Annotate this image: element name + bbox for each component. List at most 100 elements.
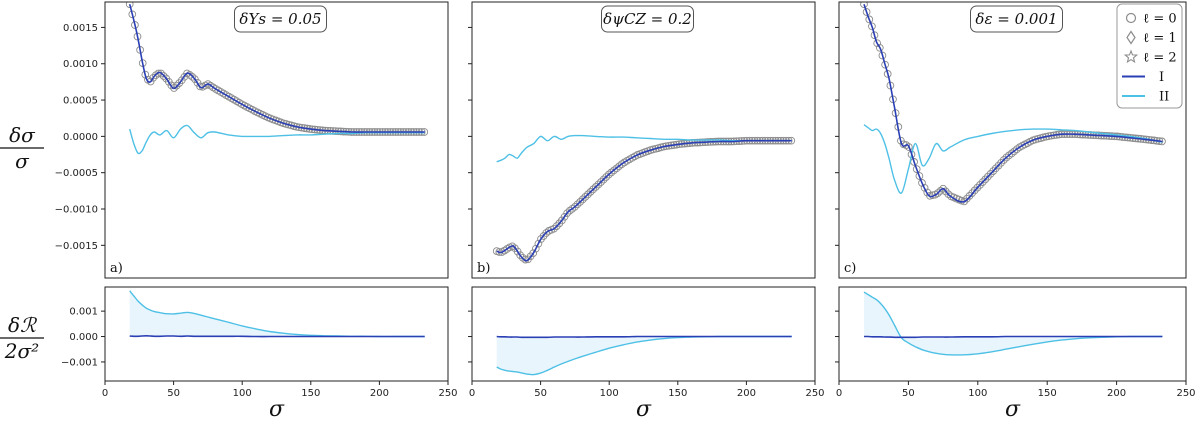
- y-label-bottom-denominator: 2σ²: [4, 339, 39, 363]
- top-plot-area: [105, 2, 448, 278]
- marker-l0-point: [1007, 149, 1016, 158]
- top-data-2: [860, 2, 1166, 206]
- marker-l0-point: [531, 244, 540, 253]
- marker-l0-point: [991, 164, 1000, 173]
- bottom-axes-0: 0.001 0.000 −0.001 0 50 100 150 200 250 σ: [61, 286, 458, 422]
- annotation-frame: [234, 5, 327, 33]
- marker-l0-point: [962, 194, 971, 203]
- marker-l0-point: [534, 239, 543, 248]
- marker-l0-point: [612, 164, 621, 173]
- bottom-data-1: [496, 335, 792, 376]
- residual-fill: [496, 336, 792, 375]
- marker-l0-point: [939, 184, 947, 193]
- marker-l0-point: [973, 183, 982, 192]
- legend-entry: II: [1122, 90, 1169, 105]
- x-tick-label: 0: [102, 388, 108, 399]
- x-tick-label: 50: [902, 388, 915, 399]
- legend-label: ℓ = 2: [1143, 51, 1177, 66]
- marker-l0-point: [125, 2, 134, 9]
- legend-label: ℓ = 1: [1143, 31, 1177, 46]
- curve-II: [129, 124, 425, 155]
- legend-label: II: [1159, 90, 1169, 105]
- legend-label: ℓ = 0: [1143, 12, 1177, 27]
- marker-l0-point: [604, 170, 613, 179]
- y-label-top: δσσ: [0, 123, 44, 173]
- marker-l0-point: [912, 165, 921, 173]
- marker-l0-point: [563, 209, 571, 218]
- panel-letter: b): [477, 261, 490, 276]
- panel-letter: a): [110, 261, 123, 276]
- top-axes-1: b) δψCZ = 0.2: [468, 1, 816, 279]
- y-tick-label-top: 0.0015: [63, 23, 98, 34]
- marker-l0-point: [981, 175, 990, 184]
- y-label-top-numerator: δσ: [9, 123, 36, 147]
- bottom-frame: [104, 286, 449, 382]
- y-tick-label-top: −0.0010: [55, 205, 98, 216]
- marker-l0-point: [597, 178, 605, 186]
- top-frame: [104, 1, 449, 279]
- marker-l0-point: [568, 204, 577, 213]
- legend-entry: ℓ = 1: [1126, 30, 1177, 46]
- x-tick-label: 0: [836, 388, 842, 399]
- x-tick-label: 200: [1107, 388, 1126, 399]
- marker-l0-point: [565, 206, 574, 215]
- marker-l0-point: [865, 15, 874, 24]
- bottom-data-0: [129, 290, 425, 338]
- bottom-data-2: [863, 291, 1163, 356]
- x-tick-label: 100: [233, 388, 252, 399]
- top-data-1: [492, 134, 796, 264]
- marker-l0-point: [586, 188, 595, 196]
- residual-curve-I: [496, 335, 792, 339]
- y-tick-label-top: −0.0015: [55, 241, 98, 252]
- marker-l0-point: [933, 189, 942, 197]
- y-label-top-denominator: σ: [15, 149, 30, 173]
- marker-l0-point: [941, 187, 950, 196]
- residual-fill: [129, 290, 425, 337]
- legend-entry: I: [1122, 70, 1164, 85]
- marker-l0-point: [550, 224, 558, 233]
- marker-l0-point: [1005, 151, 1013, 160]
- x-tick-label: 100: [600, 388, 619, 399]
- y-tick-label-bottom: −0.001: [61, 357, 98, 368]
- x-tick-label: 250: [805, 388, 824, 399]
- y-label-bottom-numerator: δℛ: [8, 313, 38, 337]
- marker-l0-point: [159, 72, 168, 80]
- marker-l0-point: [1013, 145, 1021, 154]
- x-tick-label: 50: [534, 388, 547, 399]
- x-tick-label: 150: [668, 388, 687, 399]
- marker-l0-point: [881, 60, 889, 69]
- bottom-frame: [471, 286, 816, 382]
- marker-l0-point: [915, 172, 924, 180]
- marker-l0-point: [999, 156, 1008, 164]
- panel-1: b) δψCZ = 0.2 0 50 100 150 200 250 σ: [468, 1, 825, 422]
- marker-l0-point: [128, 10, 137, 19]
- marker-l0-point: [607, 168, 616, 177]
- marker-l0-point: [997, 158, 1005, 167]
- marker-l0-point: [873, 39, 882, 48]
- marker-l0-point: [172, 81, 181, 90]
- legend-frame: [1116, 3, 1183, 109]
- top-frame: [838, 1, 1187, 279]
- annotation-label: δψCZ = 0.2: [603, 10, 692, 28]
- marker-l0-point: [188, 72, 197, 81]
- x-tick-label: 250: [1176, 388, 1195, 399]
- marker-l0-point: [518, 253, 527, 262]
- residual-curve-I: [864, 335, 1163, 339]
- x-axis-title: σ: [1005, 397, 1021, 422]
- y-tick-label-top: 0.0010: [63, 59, 98, 70]
- marker-l0-point: [591, 183, 600, 191]
- marker-l0-point: [862, 8, 871, 16]
- marker-l0-point: [578, 195, 587, 204]
- marker-l0-point: [970, 186, 979, 195]
- marker-l0-point: [149, 73, 158, 82]
- x-axis-title: σ: [636, 397, 652, 422]
- y-tick-label-bottom: 0.001: [69, 307, 98, 318]
- top-axes-0: 0.0015 0.0010 0.0005 0.0000 −0.0005 −0.0010 −0…: [55, 1, 449, 279]
- x-tick-label: 200: [370, 388, 389, 399]
- marker-l0-point: [965, 192, 974, 200]
- marker-l0-point: [529, 249, 538, 258]
- marker-l0-point: [984, 172, 992, 181]
